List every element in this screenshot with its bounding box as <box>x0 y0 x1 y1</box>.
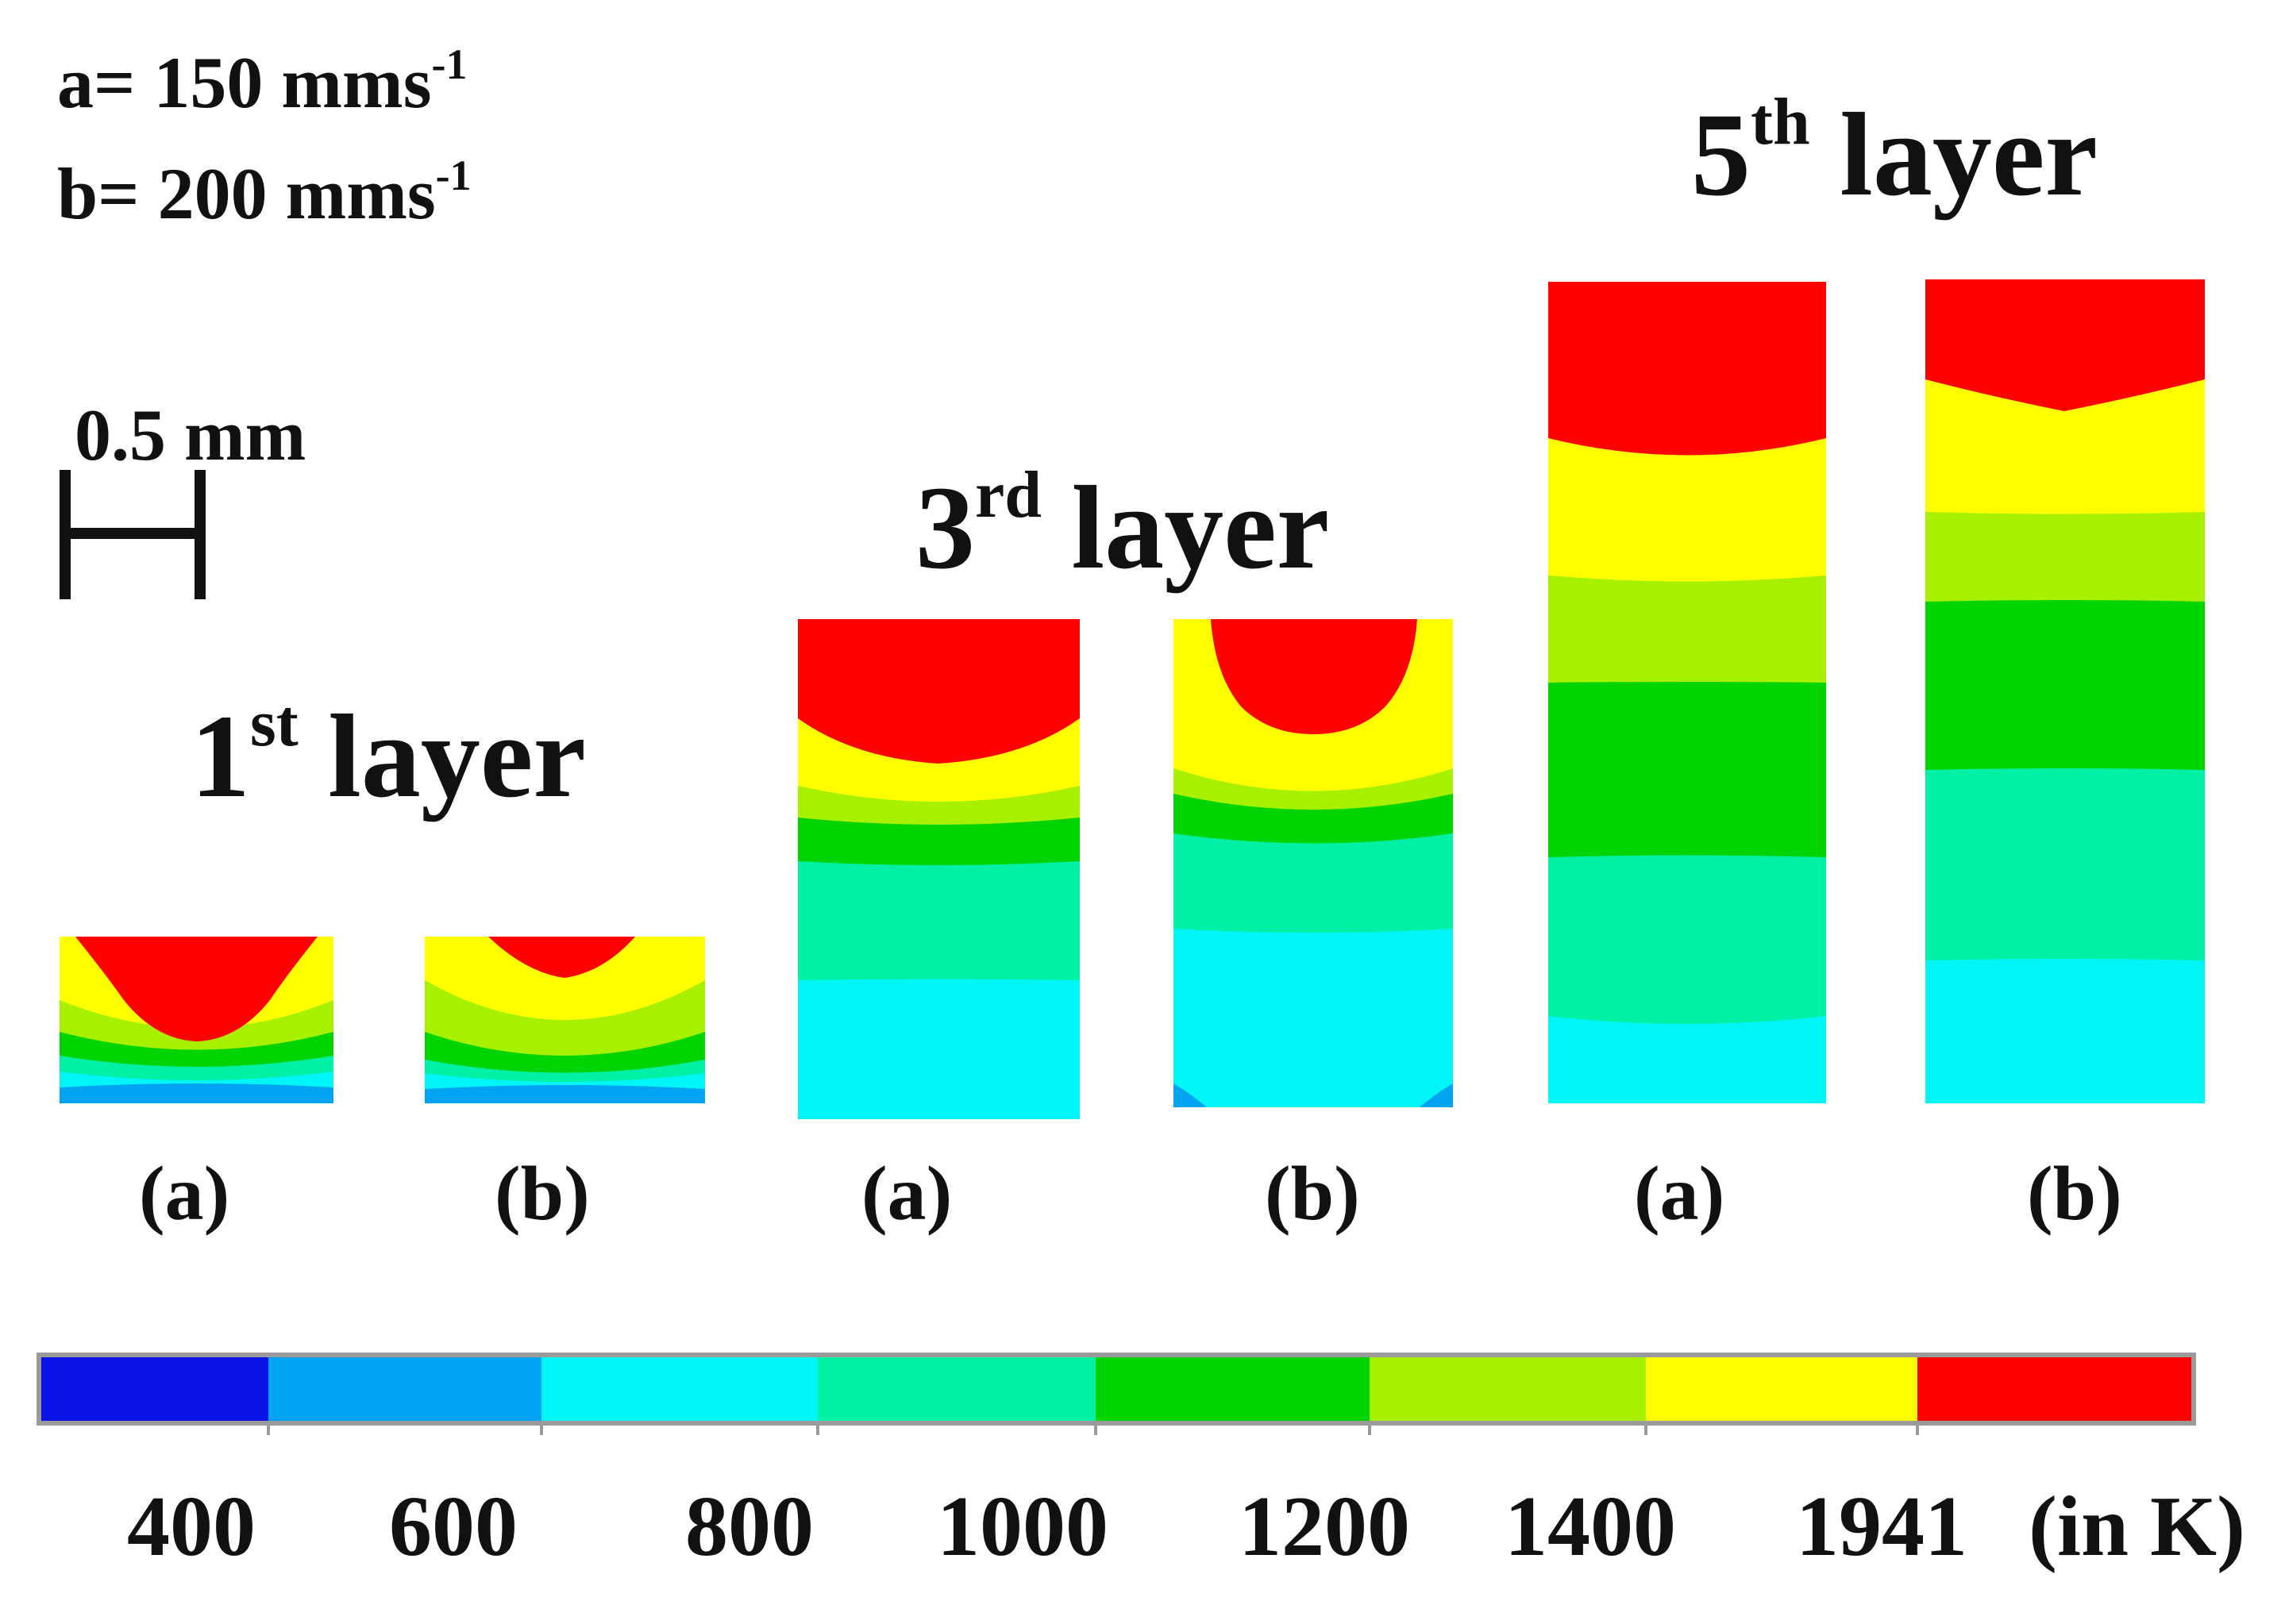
colorbar-segment <box>268 1357 541 1421</box>
band-light-blue-corners <box>1173 1083 1453 1107</box>
colorbar-segment <box>818 1357 1096 1421</box>
colorbar-segment <box>1646 1357 1917 1421</box>
band-red <box>1211 619 1417 734</box>
band-red <box>75 937 318 1041</box>
panel-label-layer1-a: (a) <box>139 1151 230 1237</box>
panel-label-layer3-b: (b) <box>1265 1151 1360 1237</box>
band-red <box>488 937 635 978</box>
layer3-title-suffix: rd <box>975 458 1042 532</box>
colorbar-unit-label: (in K) <box>2029 1480 2246 1574</box>
band-red <box>798 619 1080 764</box>
panel-label-layer5-b: (b) <box>2027 1151 2122 1237</box>
scale-bar-label: 0.5 mm <box>75 394 306 475</box>
contour-panel-layer3-a <box>798 619 1080 1119</box>
legend-speed-a-text: a= 150 mms <box>57 42 432 123</box>
contour-panel-layer1-b <box>425 937 705 1103</box>
colorbar-tick-label: 1000 <box>937 1480 1108 1574</box>
colorbar <box>37 1353 2196 1435</box>
colorbar-segment <box>1096 1357 1370 1421</box>
band-yellow <box>425 937 705 1020</box>
contour-panel-layer1-a <box>60 937 333 1103</box>
contour-panel-layer5-a <box>1548 282 1826 1103</box>
layer5-title-text: layer <box>1809 89 2098 221</box>
panel-label-layer5-a: (a) <box>1634 1151 1725 1237</box>
colorbar-tick-label: 400 <box>127 1480 256 1574</box>
panel-label-layer1-b: (b) <box>495 1151 590 1237</box>
layer1-title-text: layer <box>298 691 587 822</box>
layer3-title-text: layer <box>1042 462 1330 594</box>
colorbar-segment <box>1370 1357 1646 1421</box>
contour-panel-layer3-b <box>1173 619 1453 1107</box>
colorbar-tick-label: 600 <box>389 1480 518 1574</box>
colorbar-segment <box>1917 1357 2191 1421</box>
colorbar-tick-label: 1941 <box>1796 1480 1967 1574</box>
layer1-title-number: 1 <box>191 691 250 822</box>
legend-speed-b-text: b= 200 mms <box>57 153 436 234</box>
legend-speed-b: b= 200 mms-1 <box>57 154 472 230</box>
layer3-title-number: 3 <box>915 462 975 594</box>
colorbar-tick-label: 1400 <box>1505 1480 1676 1574</box>
contour-panel-layer5-b <box>1925 279 2205 1103</box>
panel-label-layer3-a: (a) <box>861 1151 953 1237</box>
layer1-title: 1st layer <box>191 691 586 817</box>
legend-speed-a: a= 150 mms-1 <box>57 43 467 119</box>
colorbar-segment <box>41 1357 268 1421</box>
colorbar-tick-label: 1200 <box>1239 1480 1410 1574</box>
scale-bar <box>60 470 206 599</box>
layer3-title: 3rd layer <box>915 462 1329 588</box>
legend-speed-b-exponent: -1 <box>435 152 472 199</box>
layer5-title-number: 5 <box>1691 89 1751 221</box>
layer5-title-suffix: th <box>1751 85 1810 159</box>
layer5-title: 5th layer <box>1691 89 2098 215</box>
colorbar-segment <box>541 1357 818 1421</box>
band-red <box>1925 279 2205 411</box>
colorbar-tick-label: 800 <box>685 1480 814 1574</box>
legend-speed-a-exponent: -1 <box>431 40 468 88</box>
layer1-title-suffix: st <box>250 687 299 760</box>
band-red <box>1548 282 1826 456</box>
